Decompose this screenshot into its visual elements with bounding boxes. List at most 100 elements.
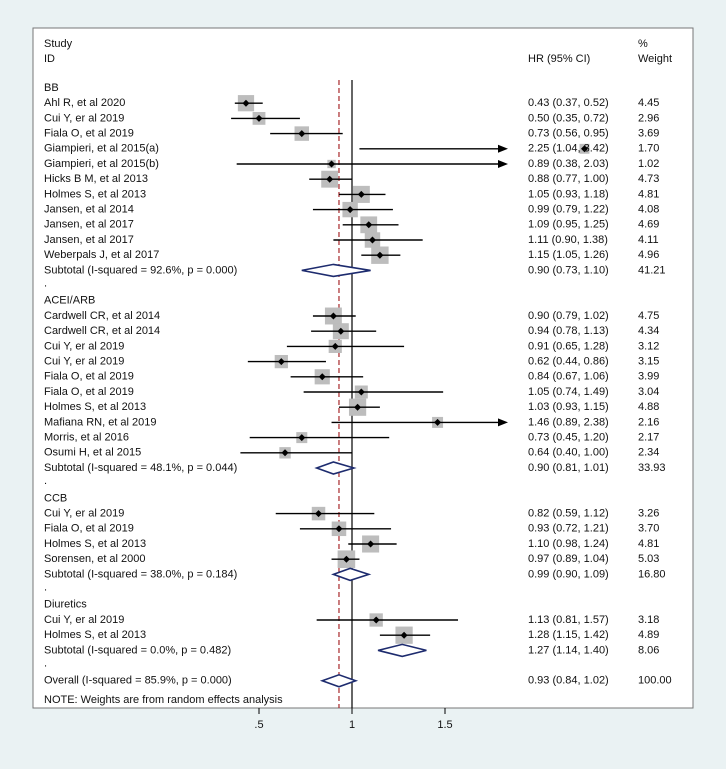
study-weight: 3.26 — [638, 508, 659, 520]
study-hr-ci: 1.11 (0.90, 1.38) — [528, 234, 608, 246]
study-point — [318, 373, 326, 381]
study-hr-ci: 0.90 (0.79, 1.02) — [528, 310, 609, 322]
study-label: Jansen, et al 2014 — [44, 204, 134, 216]
study-hr-ci: 2.25 (1.04, 3.42) — [528, 143, 609, 155]
study-point — [346, 206, 354, 214]
study-label: Fiala O, et al 2019 — [44, 371, 134, 383]
study-point — [368, 236, 376, 244]
study-hr-ci: 1.28 (1.15, 1.42) — [528, 629, 609, 641]
subtotal-diamond — [314, 461, 357, 475]
study-hr-ci: 0.64 (0.40, 1.00) — [528, 447, 609, 459]
overall-label: Overall (I-squared = 85.9%, p = 0.000) — [44, 675, 232, 687]
group-label: CCB — [44, 492, 67, 504]
study-hr-ci: 0.99 (0.79, 1.22) — [528, 204, 609, 216]
study-hr-ci: 1.03 (0.93, 1.15) — [528, 401, 609, 413]
subtotal-label: Subtotal (I-squared = 48.1%, p = 0.044) — [44, 462, 237, 474]
subtotal-label: Subtotal (I-squared = 0.0%, p = 0.482) — [44, 644, 231, 656]
study-hr-ci: 1.46 (0.89, 2.38) — [528, 416, 609, 428]
study-point — [434, 418, 442, 426]
group-label: BB — [44, 82, 59, 94]
study-label: Cardwell CR, et al 2014 — [44, 310, 160, 322]
study-weight: 4.75 — [638, 310, 659, 322]
study-weight: 1.70 — [638, 143, 659, 155]
study-point — [337, 327, 345, 335]
group-label: Diuretics — [44, 599, 87, 611]
group-separator: . — [44, 582, 47, 594]
study-label: Fiala O, et al 2019 — [44, 523, 134, 535]
overall-weight: 100.00 — [638, 675, 672, 687]
study-hr-ci: 0.84 (0.67, 1.06) — [528, 371, 609, 383]
study-hr-ci: 0.89 (0.38, 2.03) — [528, 158, 609, 170]
study-label: Cui Y, er al 2019 — [44, 112, 124, 124]
study-point — [342, 555, 350, 563]
study-label: Jansen, et al 2017 — [44, 234, 134, 246]
subtotal-hr-ci: 0.99 (0.90, 1.09) — [528, 568, 609, 580]
study-weight: 1.02 — [638, 158, 659, 170]
study-weight: 5.03 — [638, 553, 659, 565]
study-point — [331, 342, 339, 350]
study-point — [298, 130, 306, 138]
study-hr-ci: 1.13 (0.81, 1.57) — [528, 614, 609, 626]
overall-diamond — [319, 673, 359, 688]
plot-region — [32, 27, 694, 709]
study-point — [315, 510, 323, 518]
group-separator: . — [44, 475, 47, 487]
study-weight: 3.15 — [638, 356, 659, 368]
study-label: Giampieri, et al 2015(b) — [44, 158, 159, 170]
study-label: Giampieri, et al 2015(a) — [44, 143, 159, 155]
study-weight: 3.70 — [638, 523, 659, 535]
footnote: NOTE: Weights are from random effects an… — [44, 694, 283, 706]
study-weight: 2.16 — [638, 416, 659, 428]
study-hr-ci: 0.82 (0.59, 1.12) — [528, 508, 609, 520]
study-hr-ci: 0.93 (0.72, 1.21) — [528, 523, 609, 535]
x-tick-label: .5 — [254, 719, 263, 731]
study-weight: 4.11 — [638, 234, 659, 246]
study-label: Holmes S, et al 2013 — [44, 188, 146, 200]
study-weight: 4.89 — [638, 629, 659, 641]
study-ci-arrow — [498, 418, 508, 427]
study-label: Holmes S, et al 2013 — [44, 629, 146, 641]
study-ci-arrow — [498, 160, 508, 168]
subtotal-weight: 16.80 — [638, 568, 666, 580]
header-study: Study — [44, 38, 73, 50]
study-point — [400, 631, 408, 639]
study-hr-ci: 1.09 (0.95, 1.25) — [528, 219, 609, 231]
study-weight: 3.69 — [638, 128, 659, 140]
study-point — [357, 388, 365, 396]
study-ci-arrow — [498, 144, 508, 153]
study-hr-ci: 1.05 (0.74, 1.49) — [528, 386, 609, 398]
study-point — [255, 114, 263, 122]
study-weight: 2.96 — [638, 112, 659, 124]
group-separator: . — [44, 658, 47, 670]
subtotal-weight: 41.21 — [638, 264, 666, 276]
study-weight: 3.99 — [638, 371, 659, 383]
study-point — [328, 160, 336, 168]
study-label: Fiala O, et al 2019 — [44, 386, 134, 398]
study-weight: 4.88 — [638, 401, 659, 413]
study-hr-ci: 0.62 (0.44, 0.86) — [528, 356, 609, 368]
study-weight: 3.04 — [638, 386, 659, 398]
subtotal-label: Subtotal (I-squared = 92.6%, p = 0.000) — [44, 264, 237, 276]
study-label: Osumi H, et al 2015 — [44, 447, 141, 459]
study-point — [367, 540, 375, 548]
study-hr-ci: 0.91 (0.65, 1.28) — [528, 340, 609, 352]
subtotal-diamond — [301, 263, 371, 278]
study-weight: 4.69 — [638, 219, 659, 231]
study-label: Cui Y, er al 2019 — [44, 614, 124, 626]
subtotal-weight: 8.06 — [638, 644, 659, 656]
study-point — [329, 312, 337, 320]
study-weight: 3.18 — [638, 614, 659, 626]
subtotal-weight: 33.93 — [638, 462, 666, 474]
group-separator: . — [44, 278, 47, 290]
x-tick-label: 1 — [349, 719, 355, 731]
subtotal-hr-ci: 0.90 (0.81, 1.01) — [528, 462, 609, 474]
study-point — [581, 145, 588, 153]
study-weight: 4.81 — [638, 188, 659, 200]
study-point — [335, 525, 343, 533]
study-label: Holmes S, et al 2013 — [44, 401, 146, 413]
study-hr-ci: 1.10 (0.98, 1.24) — [528, 538, 609, 550]
study-point — [242, 99, 250, 107]
study-weight: 4.34 — [638, 325, 659, 337]
study-label: Morris, et al 2016 — [44, 432, 129, 444]
